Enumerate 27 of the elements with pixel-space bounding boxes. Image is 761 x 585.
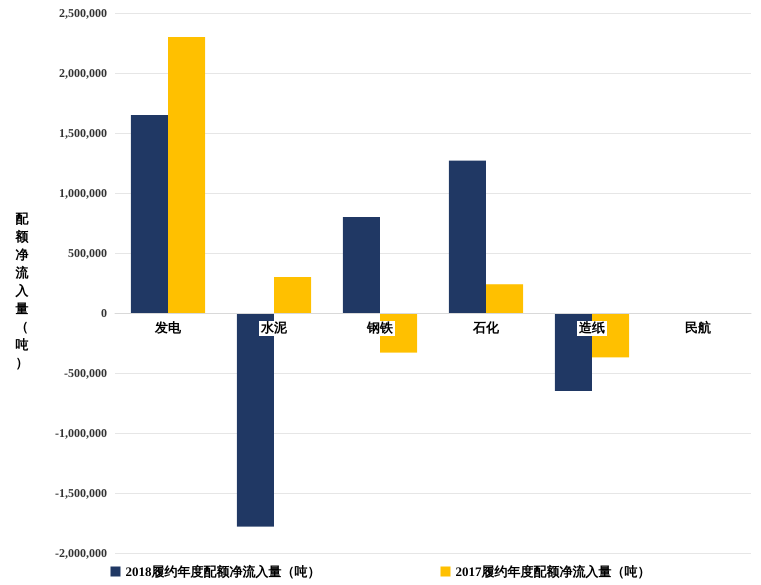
x-tick-label: 石化 (472, 321, 500, 336)
y-tick-label: 500,000 (68, 246, 107, 260)
legend-label: 2018履约年度配额净流入量（吨） (126, 564, 320, 579)
bar (274, 277, 312, 313)
bar (342, 217, 380, 313)
x-tick-label: 水泥 (260, 321, 288, 336)
y-tick-label: -1,000,000 (55, 426, 107, 440)
bar (448, 160, 486, 313)
y-tick-label: 2,000,000 (59, 66, 107, 80)
y-tick-label: -2,000,000 (55, 546, 107, 560)
x-tick-label: 钢铁 (366, 321, 394, 336)
bar (486, 284, 524, 313)
bar (236, 313, 274, 527)
bar (130, 115, 168, 313)
text: 配额净流入量（吨） (16, 212, 28, 371)
bar (554, 313, 592, 391)
y-tick-label: 1,000,000 (59, 186, 107, 200)
y-tick-label: -1,500,000 (55, 486, 107, 500)
y-tick-label: 1,500,000 (59, 126, 107, 140)
y-tick-label: 0 (101, 306, 107, 320)
y-tick-label: 2,500,000 (59, 6, 107, 20)
x-tick-label: 民航 (685, 320, 711, 336)
x-tick-label: 发电 (154, 321, 182, 336)
x-tick-label: 造纸 (578, 321, 605, 336)
legend-label: 2017履约年度配额净流入量（吨） (456, 564, 650, 579)
y-tick-label: -500,000 (64, 366, 107, 380)
bar (168, 37, 206, 313)
